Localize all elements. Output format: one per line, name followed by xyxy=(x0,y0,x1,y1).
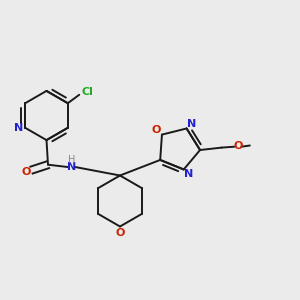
Text: N: N xyxy=(184,169,193,179)
Text: N: N xyxy=(68,162,76,172)
Text: O: O xyxy=(151,125,160,135)
Text: N: N xyxy=(188,119,196,129)
Text: O: O xyxy=(21,167,31,177)
Text: N: N xyxy=(14,123,23,133)
Text: O: O xyxy=(115,227,125,238)
Text: Cl: Cl xyxy=(81,87,93,97)
Text: H: H xyxy=(68,154,76,165)
Text: O: O xyxy=(234,141,243,151)
